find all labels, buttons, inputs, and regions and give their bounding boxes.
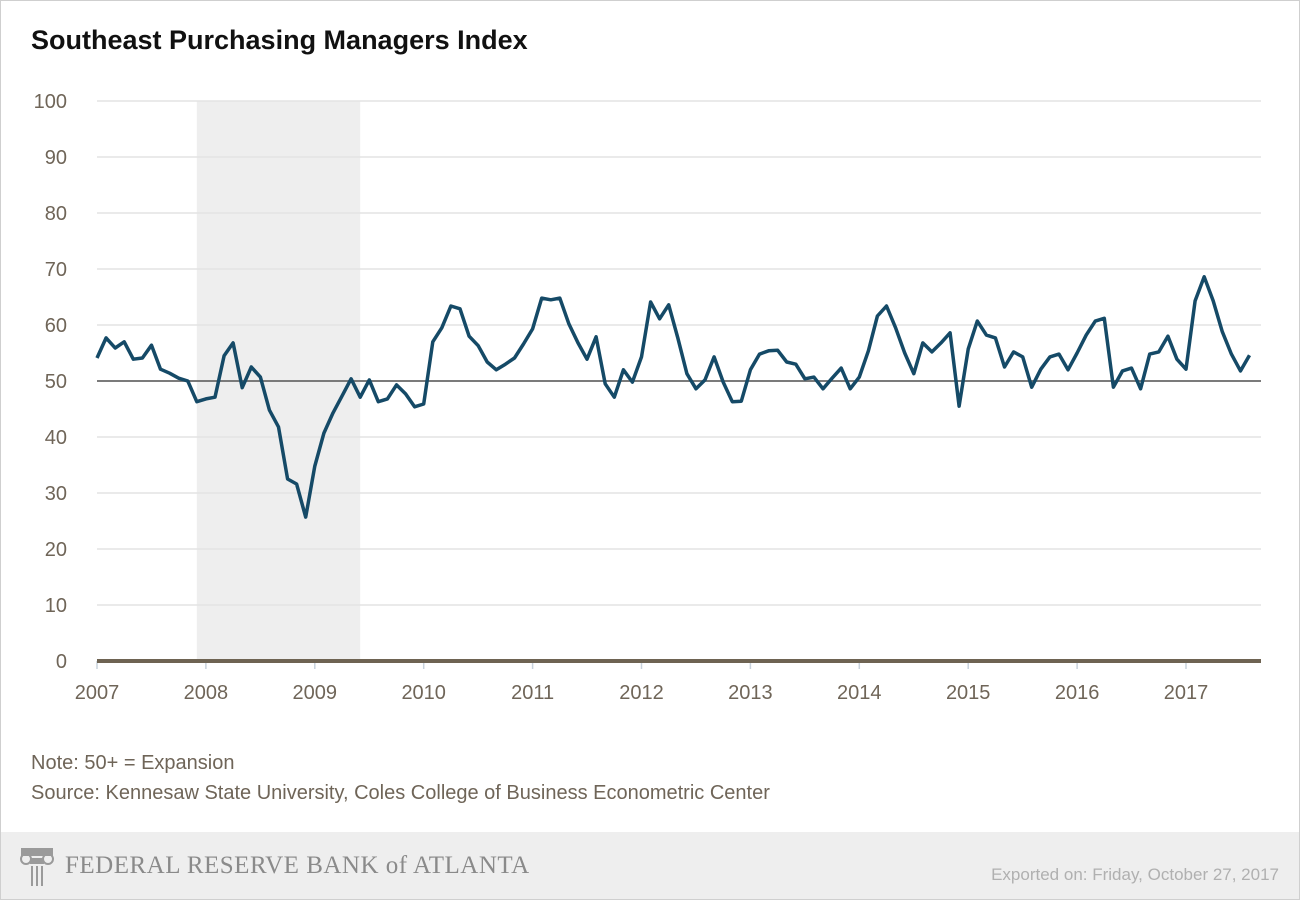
y-tick-label: 0 <box>56 651 67 673</box>
y-tick-label: 70 <box>45 259 67 281</box>
logo-text: FEDERAL RESERVE BANK of ATLANTA <box>65 852 530 879</box>
y-tick-label: 100 <box>34 91 67 113</box>
y-tick-label: 20 <box>45 539 67 561</box>
y-tick-label: 80 <box>45 203 67 225</box>
x-tick-label: 2008 <box>184 682 229 704</box>
x-tick-label: 2017 <box>1164 682 1209 704</box>
y-tick-label: 90 <box>45 147 67 169</box>
fed-atlanta-logo: FEDERAL RESERVE BANK of ATLANTA <box>19 844 530 888</box>
column-capital-icon <box>20 848 54 886</box>
x-tick-label: 2007 <box>75 682 120 704</box>
y-tick-label: 50 <box>45 371 67 393</box>
x-tick-label: 2012 <box>619 682 664 704</box>
source-text: Source: Kennesaw State University, Coles… <box>31 782 770 804</box>
x-tick-label: 2014 <box>837 682 882 704</box>
x-tick-label: 2010 <box>401 682 446 704</box>
x-tick-label: 2013 <box>728 682 773 704</box>
x-tick-label: 2011 <box>511 682 554 704</box>
y-tick-label: 60 <box>45 315 67 337</box>
pmi-series-line <box>95 275 1252 519</box>
footer: FEDERAL RESERVE BANK of ATLANTA Exported… <box>1 832 1299 899</box>
y-tick-label: 40 <box>45 427 67 449</box>
y-tick-label: 30 <box>45 483 67 505</box>
exported-date: Exported on: Friday, October 27, 2017 <box>991 865 1279 884</box>
line-chart: 0 10 20 30 40 50 60 70 80 90 100 2007 2008 2009 2010 20… <box>34 91 1261 704</box>
y-tick-label: 10 <box>45 595 67 617</box>
x-tick-label: 2009 <box>293 682 338 704</box>
note-text: Note: 50+ = Expansion <box>31 752 235 774</box>
x-tick-label: 2016 <box>1055 682 1100 704</box>
x-tick-label: 2015 <box>946 682 991 704</box>
chart-title: Southeast Purchasing Managers Index <box>31 25 528 55</box>
